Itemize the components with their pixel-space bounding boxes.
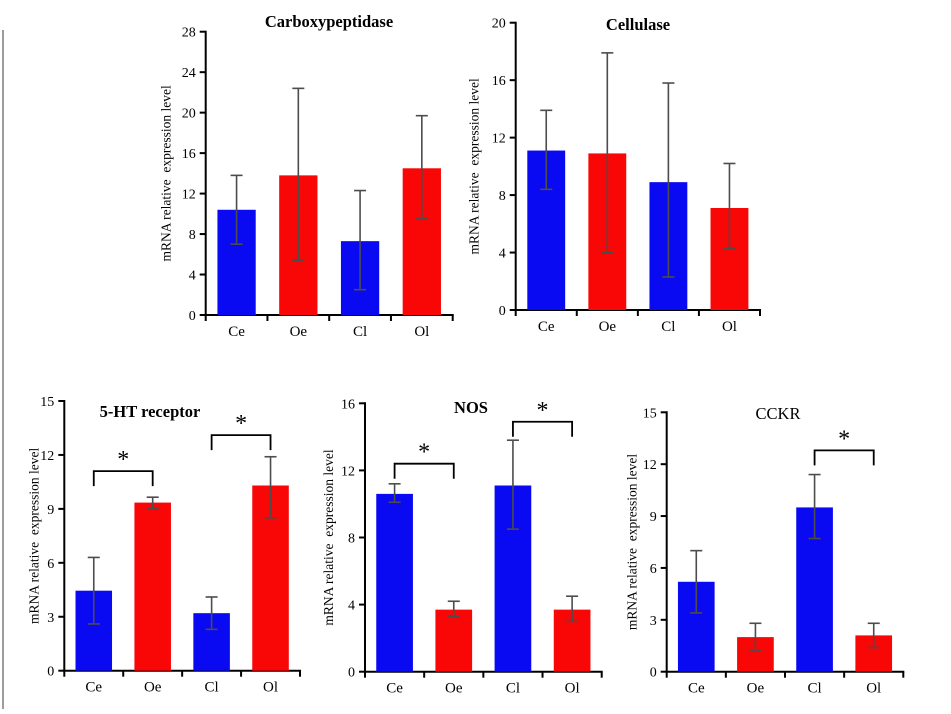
chart-canvas-cckr: 0 3 6 9 12 15 Ce Oe Cl Ol * CCKR mRNA relative expre… [625,404,905,697]
x-tick-label-oe: Oe [445,681,463,697]
chart-5-ht-receptor: 0 3 6 9 12 15 Ce Oe Cl Ol * * 5-HT receptor mRNA rela… [0,380,320,709]
chart-title-carboxypeptidase: Carboxypeptidase [265,12,393,31]
chart-title-cckr: CCKR [756,404,801,423]
x-tick-label-cl: Cl [205,680,219,696]
y-tick-label: 4 [348,599,355,614]
x-tick-label-ce: Ce [386,681,403,697]
chart-title-5-ht-receptor: 5-HT receptor [100,402,201,421]
y-tick-label: 20 [182,107,196,122]
x-tick-label-ol: Ol [565,681,580,697]
x-tick-label-ce: Ce [538,319,555,335]
bar-oe [435,609,473,672]
chart-canvas-carboxypeptidase: 0 4 8 12 16 20 24 28 Ce Oe Cl Ol Carboxypeptidase mRN… [159,12,454,340]
y-axis-label: mRNA relative expression level [159,85,174,261]
y-tick-label: 12 [182,188,196,203]
chart-cckr: 0 3 6 9 12 15 Ce Oe Cl Ol * CCKR mRNA relative expre… [600,380,951,709]
x-tick-label-ol: Ol [263,680,278,696]
bar-ce [376,493,413,672]
x-tick-label-cl: Cl [661,319,675,335]
significance-asterisk: * [117,447,129,473]
y-tick-label: 12 [341,464,355,479]
x-tick-label-ce: Ce [228,324,245,340]
y-tick-label: 6 [47,557,54,572]
y-tick-label: 24 [182,66,196,81]
y-tick-label: 15 [643,406,657,421]
y-tick-label: 12 [643,458,657,473]
x-tick-label-ce: Ce [85,680,102,696]
significance-asterisk: * [235,411,247,437]
y-tick-label: 9 [47,503,54,518]
chart-nos: 0 4 8 12 16 Ce Oe Cl Ol * * NOS mRNA relative expres… [300,380,630,709]
significance-bracket [813,449,875,466]
y-tick-label: 9 [650,510,657,525]
y-tick-label: 6 [650,562,657,577]
y-tick-label: 0 [348,666,355,681]
chart-canvas-cellulase: 0 4 8 12 16 20 Ce Oe Cl Ol Cellulase mRNA relative … [467,15,761,335]
chart-cellulase: 0 4 8 12 16 20 Ce Oe Cl Ol Cellulase mRNA relative … [440,0,790,355]
y-tick-label: 8 [189,228,196,243]
y-tick-label: 12 [40,449,54,464]
y-tick-label: 4 [499,247,506,262]
x-tick-label-oe: Oe [747,681,765,697]
chart-canvas-nos: 0 4 8 12 16 Ce Oe Cl Ol * * NOS mRNA relative expres… [321,397,603,697]
x-tick-label-ol: Ol [866,681,881,697]
significance-asterisk: * [418,440,430,466]
y-axis-label: mRNA relative expression level [467,78,482,254]
x-tick-label-cl: Cl [506,681,520,697]
y-tick-label: 0 [189,309,196,324]
x-tick-label-cl: Cl [807,681,821,697]
significance-bracket [512,420,574,437]
x-tick-label-oe: Oe [599,319,617,335]
y-tick-label: 16 [492,74,506,89]
window-left-edge [2,30,4,709]
bar-oe [134,502,171,671]
x-tick-label-ol: Ol [722,319,737,335]
x-tick-label-ce: Ce [688,681,705,697]
chart-carboxypeptidase: 0 4 8 12 16 20 24 28 Ce Oe Cl Ol Carboxypeptidase mRN… [130,0,470,355]
x-tick-label-ol: Ol [414,324,429,340]
chart-title-cellulase: Cellulase [606,15,670,34]
y-tick-label: 16 [341,397,355,412]
significance-bracket [92,470,154,487]
y-tick-label: 8 [348,532,355,547]
x-tick-label-cl: Cl [353,324,367,340]
y-tick-label: 4 [189,269,196,284]
y-tick-label: 20 [492,17,506,32]
x-tick-label-oe: Oe [144,680,162,696]
y-tick-label: 3 [47,611,54,626]
y-tick-label: 0 [650,666,657,681]
y-tick-label: 12 [492,132,506,147]
x-tick-label-oe: Oe [290,324,308,340]
significance-asterisk: * [838,426,850,452]
chart-canvas-5-ht-receptor: 0 3 6 9 12 15 Ce Oe Cl Ol * * 5-HT receptor mRNA rela… [26,395,301,696]
chart-title-nos: NOS [454,398,488,417]
y-tick-label: 3 [650,614,657,629]
significance-asterisk: * [537,398,549,424]
y-axis-label: mRNA relative expression level [321,449,336,625]
y-tick-label: 0 [47,665,54,680]
y-tick-label: 0 [499,304,506,319]
y-tick-label: 28 [182,26,196,41]
y-tick-label: 8 [499,189,506,204]
y-axis-label: mRNA relative expression level [625,454,640,630]
y-tick-label: 16 [182,147,196,162]
significance-bracket [393,462,455,479]
y-axis-label: mRNA relative expression level [26,448,41,624]
significance-bracket [210,434,272,451]
y-tick-label: 15 [40,395,54,410]
